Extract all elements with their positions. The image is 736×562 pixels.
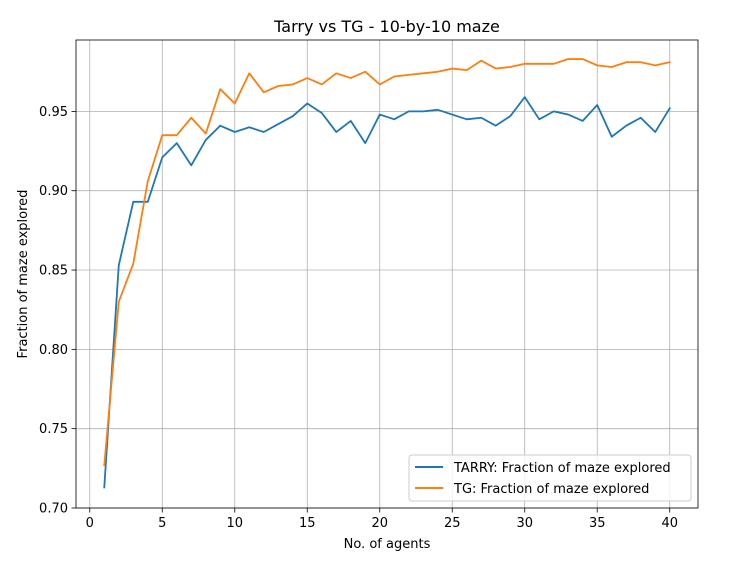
legend-label-tg: TG: Fraction of maze explored — [453, 482, 649, 497]
y-axis-label: Fraction of maze explored — [16, 190, 31, 359]
y-tick-label: 0.85 — [39, 264, 68, 279]
chart-title: Tarry vs TG - 10-by-10 maze — [273, 17, 500, 36]
x-tick-label: 35 — [589, 516, 606, 531]
y-tick-label: 0.75 — [39, 422, 68, 437]
plot-frame — [75, 39, 699, 509]
series-line-tg — [103, 58, 671, 467]
x-tick-label: 40 — [661, 516, 678, 531]
x-axis-label: No. of agents — [344, 537, 431, 552]
y-tick-label: 0.95 — [39, 105, 68, 120]
x-axis: 0 5 10 15 20 25 30 35 40 — [86, 508, 678, 531]
y-tick-label: 0.70 — [39, 502, 68, 517]
x-tick-label: 25 — [444, 516, 461, 531]
legend-label-tarry: TARRY: Fraction of maze explored — [453, 461, 671, 476]
x-tick-label: 5 — [158, 516, 166, 531]
y-tick-label: 0.80 — [39, 343, 68, 358]
legend-frame — [408, 454, 692, 502]
series-line-tarry — [103, 96, 671, 489]
series-lines — [103, 58, 671, 489]
x-tick-label: 10 — [226, 516, 243, 531]
x-tick-label: 0 — [86, 516, 94, 531]
x-tick-label: 15 — [299, 516, 316, 531]
y-tick-label: 0.90 — [39, 184, 68, 199]
y-axis: 0.70 0.75 0.80 0.85 0.90 0.95 — [39, 105, 76, 517]
x-tick-label: 20 — [371, 516, 388, 531]
x-tick-label: 30 — [516, 516, 533, 531]
legend: TARRY: Fraction of maze explored TG: Fra… — [408, 454, 692, 502]
